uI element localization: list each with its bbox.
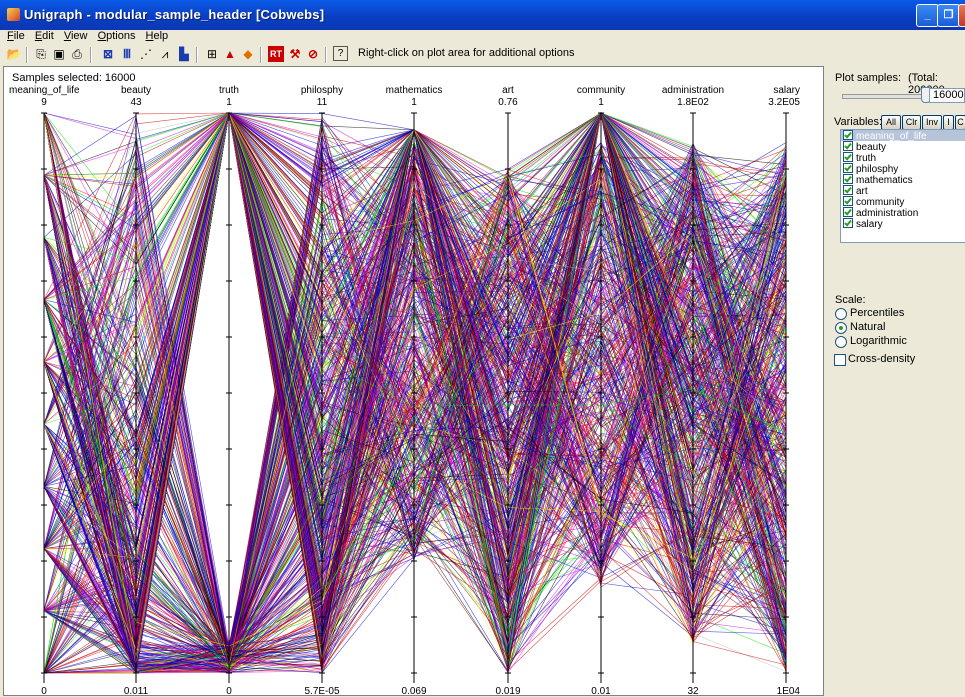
parallel-coordinates-plot[interactable]: meaning_of_life90beauty430.011truth10phi… — [4, 67, 823, 695]
axis-max-label: 0.76 — [498, 97, 518, 108]
variable-item[interactable]: truth — [841, 152, 965, 164]
variable-item[interactable]: mathematics — [841, 174, 965, 186]
checkbox-icon[interactable] — [843, 207, 853, 217]
window-title: Unigraph - modular_sample_header [Cobweb… — [24, 7, 325, 22]
menu-bar: File Edit View Options Help — [0, 30, 965, 44]
close-button[interactable]: X — [958, 4, 965, 27]
menu-view[interactable]: View — [63, 30, 88, 42]
properties-icon[interactable]: ⊞ — [206, 47, 218, 61]
plot-area[interactable]: meaning_of_life 9 0 beauty 43 0.011 truth 1 0 phi… — [3, 66, 824, 696]
scatter-icon[interactable]: ⋰ — [140, 47, 152, 61]
menu-edit[interactable]: Edit — [34, 30, 54, 42]
help-icon[interactable]: ? — [333, 46, 348, 61]
axis-max-label: 1 — [226, 97, 232, 108]
axis-name: art — [502, 85, 514, 96]
checkbox-icon[interactable] — [843, 141, 853, 151]
samples-selected: Samples selected: 16000 — [12, 72, 136, 84]
axis-max-label: 1 — [598, 97, 604, 108]
axis-min-label: 32 — [687, 686, 699, 695]
radio-logarithmic[interactable] — [835, 336, 847, 348]
radio-natural[interactable] — [835, 322, 847, 334]
copy-icon[interactable]: ⎘ — [36, 47, 46, 61]
scale-label: Scale: — [835, 294, 866, 306]
axis-name: meaning_of_life — [9, 85, 80, 96]
tools-icon[interactable]: ⚒ — [289, 47, 301, 61]
app-icon — [7, 8, 20, 21]
checkbox-icon[interactable] — [843, 130, 853, 140]
var-invert-button[interactable]: Inv — [922, 115, 942, 130]
menu-options[interactable]: Options — [97, 30, 136, 42]
variable-item[interactable]: community — [841, 196, 965, 208]
samples-input[interactable]: 16000 — [929, 88, 965, 103]
axis-max-label: 1 — [411, 97, 417, 108]
open-icon[interactable]: 📂 — [6, 47, 22, 61]
axis-max-label: 43 — [130, 97, 142, 108]
axis-max-label: 9 — [41, 97, 47, 108]
maximize-button[interactable]: ❐ — [937, 4, 960, 27]
variable-item[interactable]: beauty — [841, 141, 965, 153]
variable-item[interactable]: art — [841, 185, 965, 197]
axis-min-label: 0.011 — [124, 686, 149, 695]
variable-item[interactable]: philosphy — [841, 163, 965, 175]
radio-percentiles[interactable] — [835, 308, 847, 320]
axis-name: philosphy — [301, 85, 343, 96]
menu-help[interactable]: Help — [145, 30, 169, 42]
toolbar-hint: Right-click on plot area for additional … — [358, 47, 575, 59]
checkbox-icon[interactable] — [843, 196, 853, 206]
axis-name: beauty — [121, 85, 151, 96]
histogram-icon[interactable]: ▙ — [179, 47, 189, 61]
side-panel: Plot samples: (Total: 200000 16000 Varia… — [826, 66, 965, 694]
checkbox-icon[interactable] — [843, 163, 853, 173]
image-icon[interactable]: ▣ — [53, 47, 65, 61]
variable-item[interactable]: administration — [841, 207, 965, 219]
select-icon[interactable]: ⊠ — [102, 47, 114, 61]
axis-min-label: 0.019 — [495, 686, 520, 695]
axis-max-label: 11 — [317, 97, 328, 108]
menu-file[interactable]: File — [7, 30, 25, 42]
axis-min-label: 1E04 — [777, 686, 801, 695]
axis-name: administration — [662, 85, 724, 96]
stop-icon[interactable]: ⊘ — [307, 47, 319, 61]
checkbox-icon[interactable] — [843, 174, 853, 184]
axis-name: community — [577, 85, 625, 96]
rt-icon[interactable]: RT — [268, 46, 284, 62]
title-bar: Unigraph - modular_sample_header [Cobweb… — [0, 0, 965, 30]
axis-name: mathematics — [386, 85, 443, 96]
axis-min-label: 0 — [226, 686, 232, 695]
cross-density-checkbox[interactable] — [834, 354, 846, 366]
natural-label: Natural — [850, 321, 886, 333]
variable-item[interactable]: salary — [841, 218, 965, 230]
axis-max-label: 3.2E05 — [768, 97, 800, 108]
bars-icon[interactable]: Ⅲ — [122, 47, 132, 61]
minimize-button[interactable]: _ — [916, 4, 939, 27]
line-chart-icon[interactable]: ⩘ — [161, 47, 169, 61]
axis-min-label: 5.7E-05 — [304, 686, 339, 695]
cross-density-label: Cross-density — [848, 353, 916, 365]
plot-samples-label: Plot samples: — [835, 72, 902, 84]
axis-name: truth — [219, 85, 239, 96]
toolbar: 📂 ⎘ ▣ ⎙ ⊠ Ⅲ ⋰ ⩘ ▙ ⊞ ▲ ◆ RT ⚒ ⊘ ? Right-c… — [0, 44, 965, 66]
variable-item[interactable]: meaning_of_life — [841, 130, 965, 142]
axis-name: salary — [773, 85, 800, 96]
percentiles-label: Percentiles — [850, 307, 905, 319]
checkbox-icon[interactable] — [843, 218, 853, 228]
variables-label: Variables: — [834, 116, 883, 128]
var-i-button[interactable]: I — [943, 115, 954, 130]
color-fill-icon[interactable]: ◆ — [243, 47, 253, 61]
checkbox-icon[interactable] — [843, 185, 853, 195]
triangle-icon[interactable]: ▲ — [224, 47, 236, 61]
var-all-button[interactable]: All — [881, 115, 901, 130]
print-icon[interactable]: ⎙ — [72, 47, 82, 61]
var-c-button[interactable]: C — [955, 115, 965, 130]
axis-min-label: 0 — [41, 686, 47, 695]
var-clear-button[interactable]: Clr — [902, 115, 921, 130]
variables-list[interactable]: meaning_of_life beauty truth philosphy m… — [840, 129, 965, 243]
samples-slider[interactable] — [842, 94, 930, 99]
logarithmic-label: Logarithmic — [850, 335, 907, 347]
axis-max-label: 1.8E02 — [677, 97, 709, 108]
checkbox-icon[interactable] — [843, 152, 853, 162]
axis-min-label: 0.069 — [401, 686, 426, 695]
axis-min-label: 0.01 — [591, 686, 611, 695]
